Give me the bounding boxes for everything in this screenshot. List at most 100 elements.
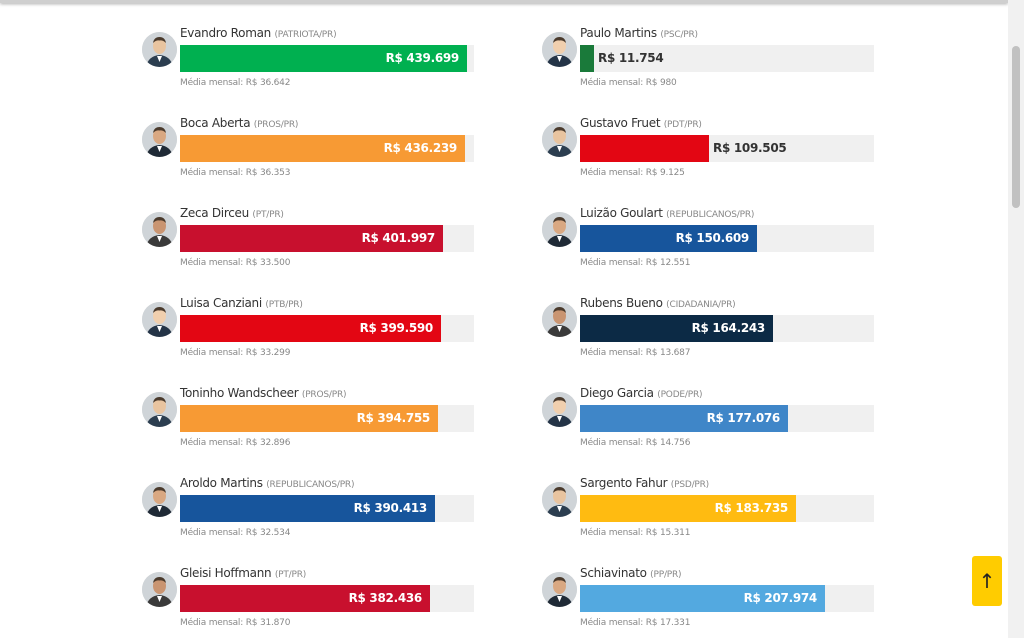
deputy-entry: Schiavinato (PP/PR) R$ 207.974 Média men… bbox=[542, 540, 882, 630]
deputy-name-line: Zeca Dirceu (PT/PR) bbox=[180, 206, 284, 220]
page-scrollbar[interactable] bbox=[1008, 0, 1024, 638]
expense-total: R$ 401.997 bbox=[361, 231, 436, 245]
monthly-average-line: Média mensal: R$ 32.534 bbox=[180, 528, 290, 538]
expense-total: R$ 150.609 bbox=[675, 231, 750, 245]
deputy-photo bbox=[542, 572, 577, 607]
expense-bar bbox=[580, 45, 594, 72]
expense-bar bbox=[580, 315, 773, 342]
deputy-photo bbox=[542, 212, 577, 247]
deputy-party: (REPUBLICANOS/PR) bbox=[666, 210, 755, 220]
monthly-average-line: Média mensal: R$ 17.331 bbox=[580, 618, 690, 628]
monthly-average-line: Média mensal: R$ 13.687 bbox=[580, 348, 690, 358]
deputy-party: (PATRIOTA/PR) bbox=[274, 30, 337, 40]
expense-bar bbox=[180, 495, 435, 522]
deputy-name-line: Paulo Martins (PSC/PR) bbox=[580, 26, 698, 40]
deputy-name-line: Luisa Canziani (PTB/PR) bbox=[180, 296, 303, 310]
deputy-photo bbox=[142, 302, 177, 337]
expense-bar-track: R$ 399.590 bbox=[180, 315, 474, 342]
expense-bar bbox=[580, 225, 757, 252]
deputy-entry: Aroldo Martins (REPUBLICANOS/PR) R$ 390.… bbox=[142, 450, 482, 540]
arrow-up-icon: ↑ bbox=[978, 569, 996, 593]
monthly-average-value: R$ 980 bbox=[645, 78, 677, 88]
monthly-average-label: Média mensal: bbox=[580, 438, 646, 448]
monthly-average-value: R$ 17.331 bbox=[645, 618, 691, 628]
expense-total: R$ 164.243 bbox=[691, 321, 766, 335]
expense-bar bbox=[180, 405, 438, 432]
deputy-entry: Gleisi Hoffmann (PT/PR) R$ 382.436 Média… bbox=[142, 540, 482, 630]
monthly-average-label: Média mensal: bbox=[580, 528, 646, 538]
monthly-average-value: R$ 31.870 bbox=[245, 618, 291, 628]
expense-total: R$ 207.974 bbox=[743, 591, 818, 605]
monthly-average-line: Média mensal: R$ 33.500 bbox=[180, 258, 290, 268]
deputy-party: (PP/PR) bbox=[650, 570, 682, 580]
expense-bar-track: R$ 382.436 bbox=[180, 585, 474, 612]
scrollbar-thumb[interactable] bbox=[1012, 46, 1020, 208]
expense-bar bbox=[580, 405, 788, 432]
expense-bar bbox=[580, 585, 825, 612]
deputy-party: (CIDADANIA/PR) bbox=[666, 300, 736, 310]
deputy-photo bbox=[142, 392, 177, 427]
monthly-average-line: Média mensal: R$ 32.896 bbox=[180, 438, 290, 448]
monthly-average-value: R$ 9.125 bbox=[645, 168, 685, 178]
deputy-party: (PODE/PR) bbox=[657, 390, 703, 400]
expense-total: R$ 109.505 bbox=[713, 141, 787, 155]
expense-bar bbox=[180, 225, 443, 252]
monthly-average-line: Média mensal: R$ 33.299 bbox=[180, 348, 290, 358]
deputy-name: Zeca Dirceu bbox=[180, 206, 249, 220]
deputy-name: Toninho Wandscheer bbox=[180, 386, 299, 400]
deputy-entry: Rubens Bueno (CIDADANIA/PR) R$ 164.243 M… bbox=[542, 270, 882, 360]
deputy-name: Gustavo Fruet bbox=[580, 116, 661, 130]
deputy-photo bbox=[542, 122, 577, 157]
deputy-name-line: Sargento Fahur (PSD/PR) bbox=[580, 476, 709, 490]
deputy-entry: Diego Garcia (PODE/PR) R$ 177.076 Média … bbox=[542, 360, 882, 450]
monthly-average-value: R$ 36.642 bbox=[245, 78, 291, 88]
monthly-average-value: R$ 33.299 bbox=[245, 348, 291, 358]
monthly-average-line: Média mensal: R$ 9.125 bbox=[580, 168, 685, 178]
expense-total: R$ 177.076 bbox=[706, 411, 781, 425]
deputy-entry: Sargento Fahur (PSD/PR) R$ 183.735 Média… bbox=[542, 450, 882, 540]
back-to-top-button[interactable]: ↑ bbox=[972, 556, 1002, 606]
deputy-party: (PSD/PR) bbox=[670, 480, 709, 490]
monthly-average-line: Média mensal: R$ 14.756 bbox=[580, 438, 690, 448]
deputy-name: Schiavinato bbox=[580, 566, 647, 580]
expense-total: R$ 390.413 bbox=[353, 501, 428, 515]
monthly-average-value: R$ 33.500 bbox=[245, 258, 291, 268]
deputy-photo bbox=[142, 482, 177, 517]
monthly-average-label: Média mensal: bbox=[580, 258, 646, 268]
monthly-average-line: Média mensal: R$ 15.311 bbox=[580, 528, 690, 538]
deputy-party: (PDT/PR) bbox=[663, 120, 702, 130]
deputy-name-line: Gleisi Hoffmann (PT/PR) bbox=[180, 566, 306, 580]
deputy-party: (REPUBLICANOS/PR) bbox=[266, 480, 355, 490]
monthly-average-label: Média mensal: bbox=[180, 258, 246, 268]
deputy-entry: Luisa Canziani (PTB/PR) R$ 399.590 Média… bbox=[142, 270, 482, 360]
deputy-party: (PT/PR) bbox=[252, 210, 284, 220]
deputy-name: Sargento Fahur bbox=[580, 476, 668, 490]
expense-bar bbox=[180, 315, 441, 342]
monthly-average-label: Média mensal: bbox=[180, 348, 246, 358]
expense-bar bbox=[180, 45, 467, 72]
expense-bar-track: R$ 394.755 bbox=[180, 405, 474, 432]
deputy-name-line: Gustavo Fruet (PDT/PR) bbox=[580, 116, 702, 130]
deputy-entry: Evandro Roman (PATRIOTA/PR) R$ 439.699 M… bbox=[142, 0, 482, 90]
monthly-average-label: Média mensal: bbox=[580, 168, 646, 178]
deputy-name: Rubens Bueno bbox=[580, 296, 663, 310]
expense-bar-track: R$ 177.076 bbox=[580, 405, 874, 432]
deputy-name-line: Boca Aberta (PROS/PR) bbox=[180, 116, 298, 130]
deputy-entry: Zeca Dirceu (PT/PR) R$ 401.997 Média men… bbox=[142, 180, 482, 270]
deputy-party: (PROS/PR) bbox=[253, 120, 299, 130]
deputy-entry: Paulo Martins (PSC/PR) R$ 11.754 Média m… bbox=[542, 0, 882, 90]
deputy-photo bbox=[142, 122, 177, 157]
monthly-average-value: R$ 15.311 bbox=[645, 528, 691, 538]
deputy-name-line: Schiavinato (PP/PR) bbox=[580, 566, 682, 580]
deputy-name: Diego Garcia bbox=[580, 386, 654, 400]
deputy-photo bbox=[142, 572, 177, 607]
expense-bar-track: R$ 11.754 bbox=[580, 45, 874, 72]
deputy-name: Luisa Canziani bbox=[180, 296, 262, 310]
monthly-average-label: Média mensal: bbox=[580, 618, 646, 628]
deputy-entry: Toninho Wandscheer (PROS/PR) R$ 394.755 … bbox=[142, 360, 482, 450]
deputy-photo bbox=[542, 392, 577, 427]
expense-bar-track: R$ 164.243 bbox=[580, 315, 874, 342]
expense-total: R$ 382.436 bbox=[348, 591, 423, 605]
deputy-entry: Gustavo Fruet (PDT/PR) R$ 109.505 Média … bbox=[542, 90, 882, 180]
expense-bar-track: R$ 436.239 bbox=[180, 135, 474, 162]
